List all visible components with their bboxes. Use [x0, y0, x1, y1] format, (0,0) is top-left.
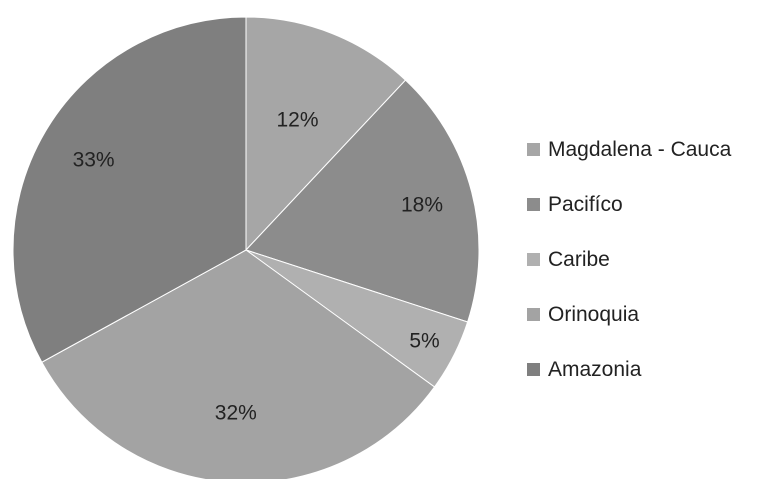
- legend-swatch-pacifico: [527, 198, 540, 211]
- legend-swatch-amazonia: [527, 363, 540, 376]
- pie-slice-magdalena-cauca: [245, 16, 407, 252]
- slice-label-pacifico: 18%: [401, 193, 443, 216]
- legend-item-magdalena-cauca: Magdalena - Cauca: [527, 136, 731, 163]
- legend-item-pacifico: Pacifíco: [527, 191, 731, 218]
- slice-label-orinoquia: 32%: [215, 401, 257, 424]
- legend-label-orinoquia: Orinoquia: [548, 302, 640, 326]
- legend-item-orinoquia: Orinoquia: [527, 301, 731, 328]
- legend: Magdalena - Cauca Pacifíco Caribe Orinoq…: [527, 136, 731, 411]
- legend-swatch-magdalena-cauca: [527, 143, 540, 156]
- slice-label-amazonia: 33%: [73, 148, 115, 171]
- legend-item-caribe: Caribe: [527, 246, 731, 273]
- slice-label-caribe: 5%: [409, 330, 439, 353]
- pie-slice-pacifico: [245, 79, 480, 323]
- legend-label-amazonia: Amazonia: [548, 357, 642, 381]
- slice-label-magdalena-cauca: 12%: [276, 109, 318, 132]
- legend-swatch-caribe: [527, 253, 540, 266]
- legend-swatch-orinoquia: [527, 308, 540, 321]
- legend-label-pacifico: Pacifíco: [548, 192, 623, 216]
- pie-slice-orinoquia: [41, 249, 436, 479]
- pie-slice-amazonia: [12, 16, 247, 363]
- legend-label-caribe: Caribe: [548, 247, 610, 271]
- legend-item-amazonia: Amazonia: [527, 356, 731, 383]
- legend-label-magdalena-cauca: Magdalena - Cauca: [548, 137, 732, 161]
